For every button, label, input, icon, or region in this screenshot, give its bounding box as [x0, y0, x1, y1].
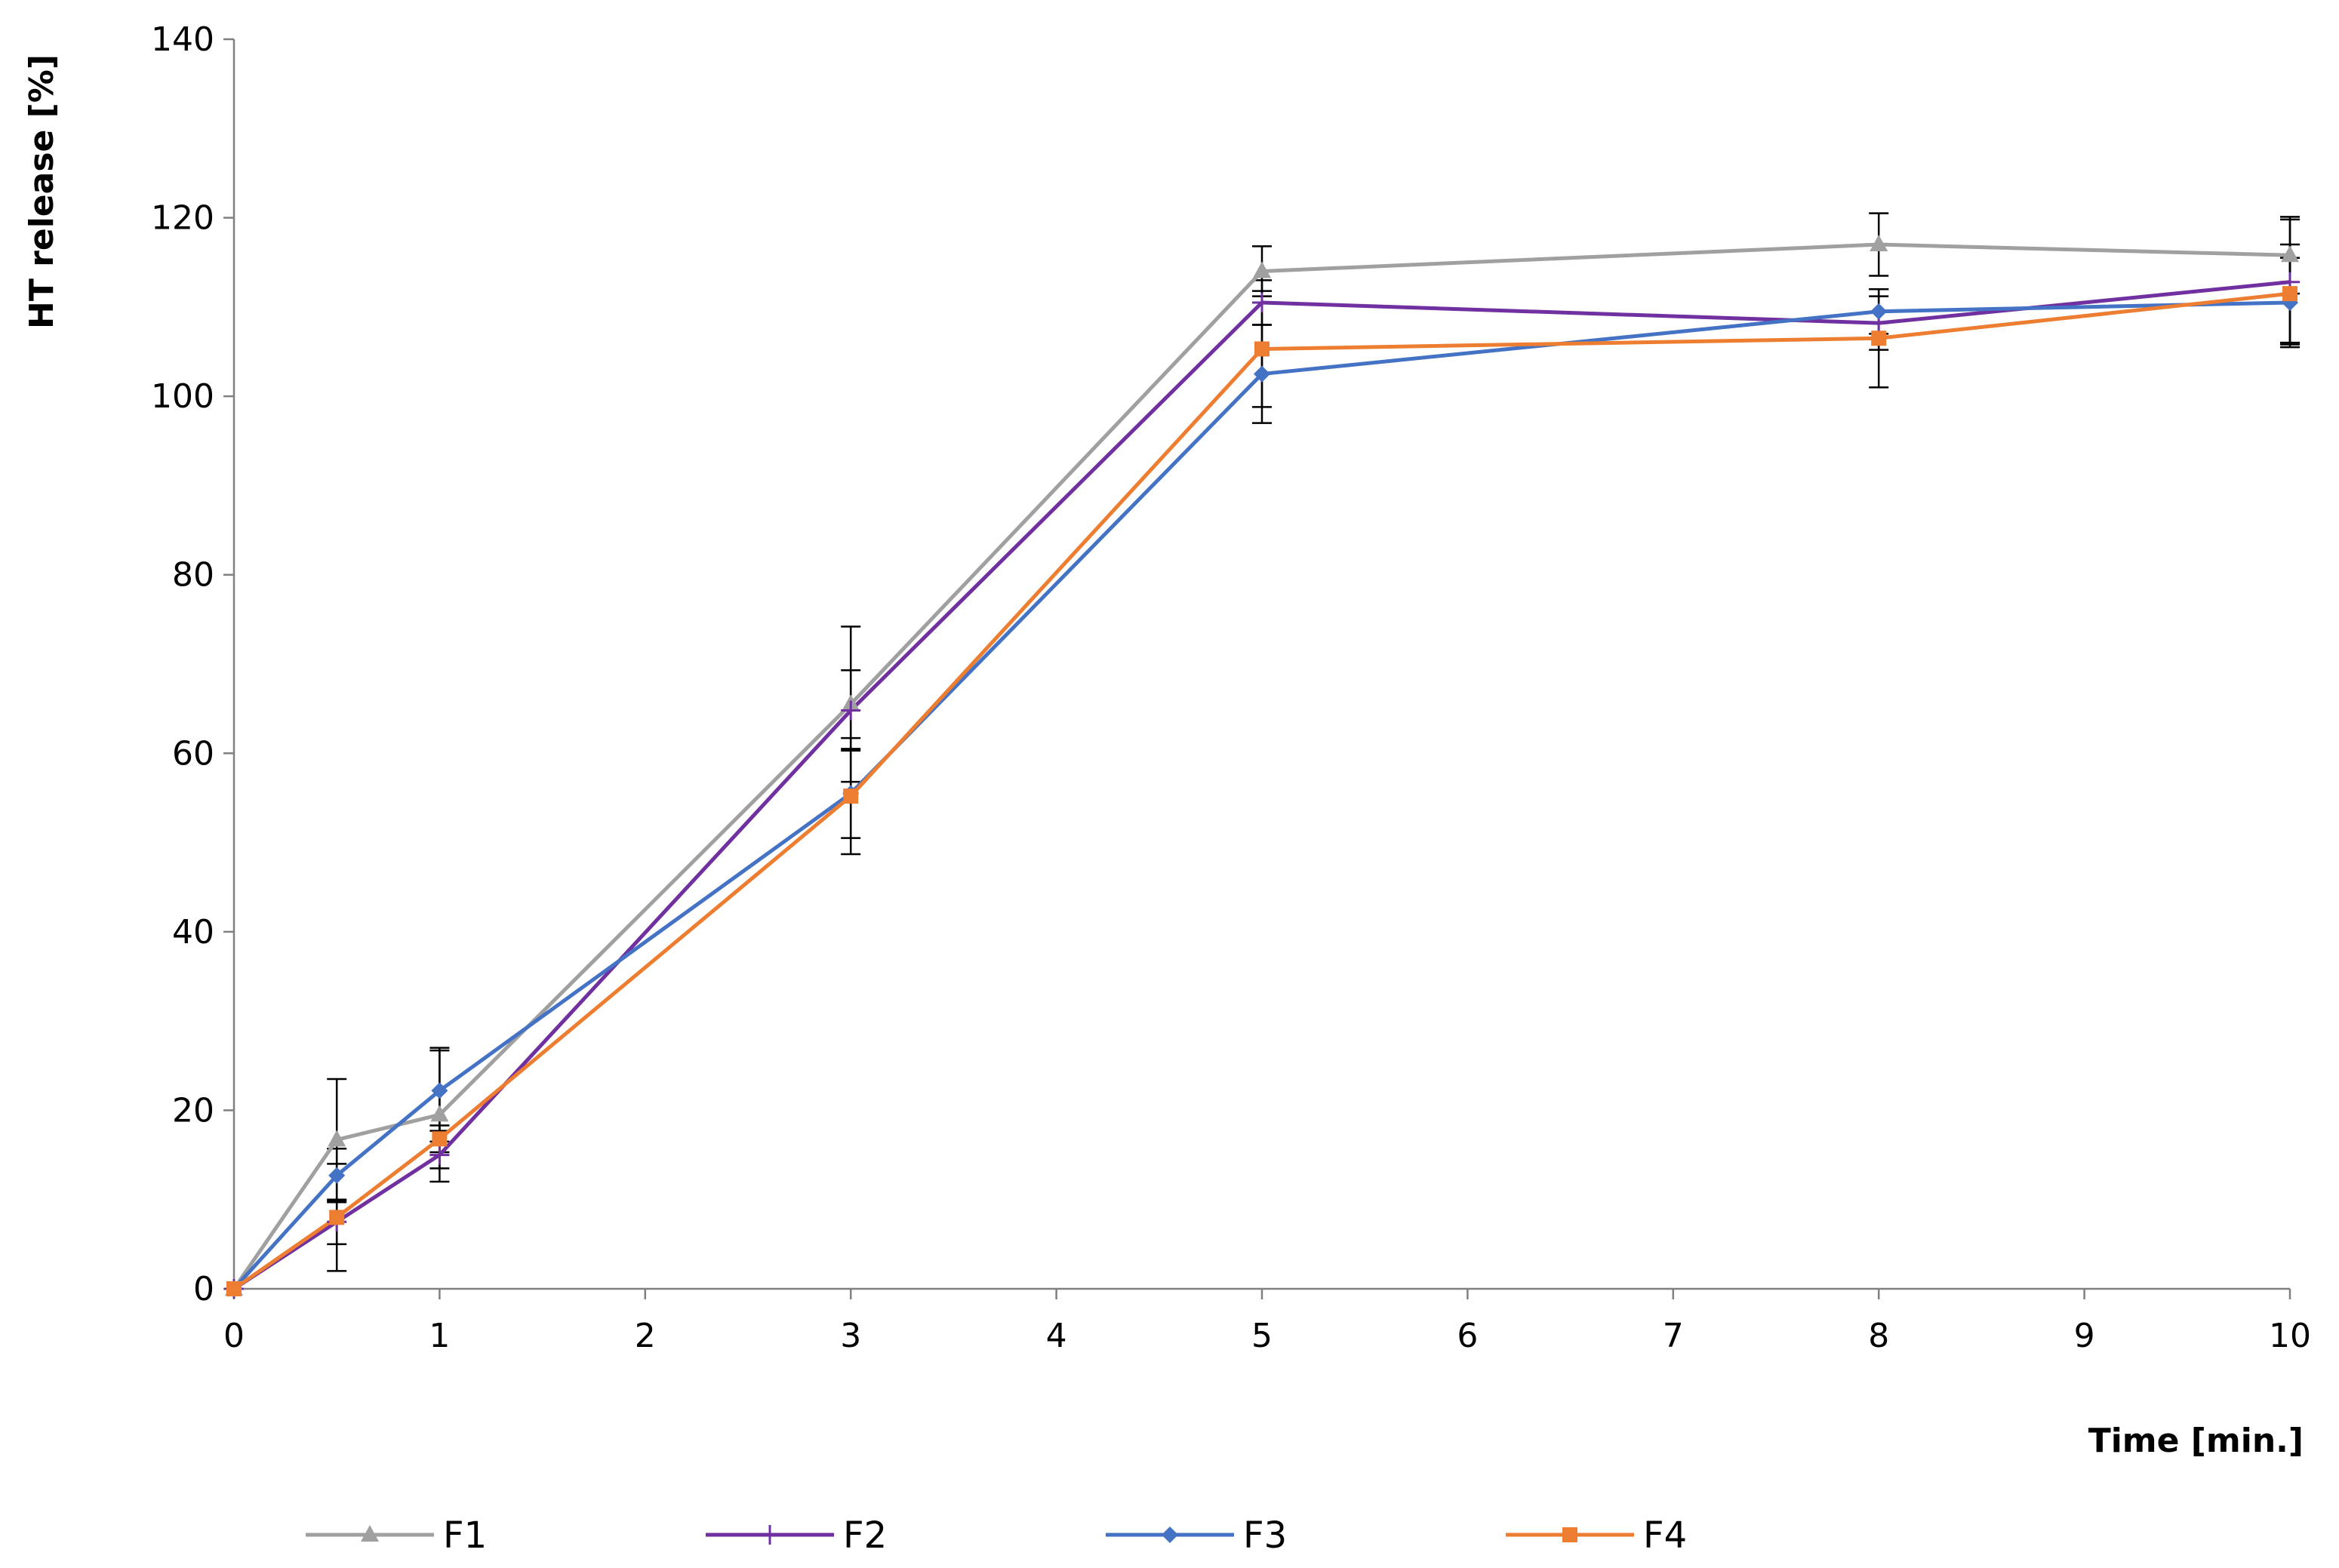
legend-item-f2: F2: [706, 1514, 887, 1557]
y-tick-label: 0: [193, 1270, 214, 1308]
y-tick-label: 100: [151, 377, 214, 416]
series-line-f3: [232, 300, 2291, 1290]
series-line-f4: [232, 291, 2291, 1291]
axes: 0 20 40 60 80 100 120 140 0 1 2 3 4 5 6 7 8 9 10: [151, 20, 2311, 1355]
data-point-f3: [1254, 365, 1270, 383]
x-tick-label: 4: [1046, 1317, 1067, 1355]
legend-marker: [1562, 1527, 1577, 1542]
legend-label: F1: [443, 1514, 487, 1557]
x-axis-title: Time [min.]: [2088, 1422, 2304, 1460]
series-line-f2: [232, 280, 2291, 1291]
x-tick-label: 1: [429, 1317, 450, 1355]
legend-marker: [361, 1525, 379, 1542]
y-tick-label: 40: [172, 913, 214, 952]
data-point-f3: [1870, 303, 1888, 320]
x-tick-label: 7: [1663, 1317, 1684, 1355]
x-tick-label: 10: [2269, 1317, 2311, 1355]
data-point-f4: [432, 1131, 448, 1147]
y-tick-label: 20: [172, 1091, 214, 1130]
data-point-f4: [329, 1210, 345, 1225]
data-point-f4: [2282, 286, 2297, 302]
legend-label: F3: [1243, 1514, 1287, 1557]
legend: F1 F2 F3 F4: [306, 1514, 1687, 1557]
x-tick-label: 5: [1251, 1317, 1273, 1355]
y-tick-label: 140: [151, 20, 214, 59]
data-point-f4: [843, 789, 859, 804]
data-point-f4: [226, 1281, 242, 1296]
data-point-f2: [1252, 292, 1272, 312]
legend-marker: [1162, 1526, 1178, 1543]
error-bars: [327, 212, 2300, 1272]
data-point-f2: [841, 700, 861, 721]
x-tick-label: 2: [635, 1317, 656, 1355]
x-tick-label: 9: [2074, 1317, 2095, 1355]
data-point-f3: [328, 1167, 346, 1184]
data-point-f1: [2281, 245, 2299, 263]
data-point-f4: [1254, 341, 1270, 357]
legend-label: F4: [1643, 1514, 1687, 1557]
legend-item-f4: F4: [1506, 1514, 1687, 1557]
data-point-f4: [1871, 331, 1887, 346]
x-tick-label: 0: [223, 1317, 245, 1355]
series-markers: [224, 235, 2300, 1299]
x-tick-label: 6: [1457, 1317, 1478, 1355]
data-point-f1: [430, 1105, 449, 1122]
y-tick-label: 120: [151, 199, 214, 238]
y-tick-label: 60: [172, 734, 214, 773]
y-axis-title: HT release [%]: [23, 54, 61, 329]
data-point-f2: [429, 1145, 450, 1165]
data-point-f1: [328, 1130, 346, 1147]
legend-marker: [760, 1525, 780, 1545]
legend-item-f3: F3: [1106, 1514, 1287, 1557]
x-tick-label: 3: [840, 1317, 861, 1355]
data-point-f1: [1870, 235, 1888, 252]
legend-label: F2: [843, 1514, 887, 1557]
data-point-f3: [431, 1082, 448, 1099]
x-tick-label: 8: [1868, 1317, 1889, 1355]
legend-item-f1: F1: [306, 1514, 487, 1557]
data-point-f1: [1253, 261, 1271, 278]
y-tick-label: 80: [172, 556, 214, 595]
